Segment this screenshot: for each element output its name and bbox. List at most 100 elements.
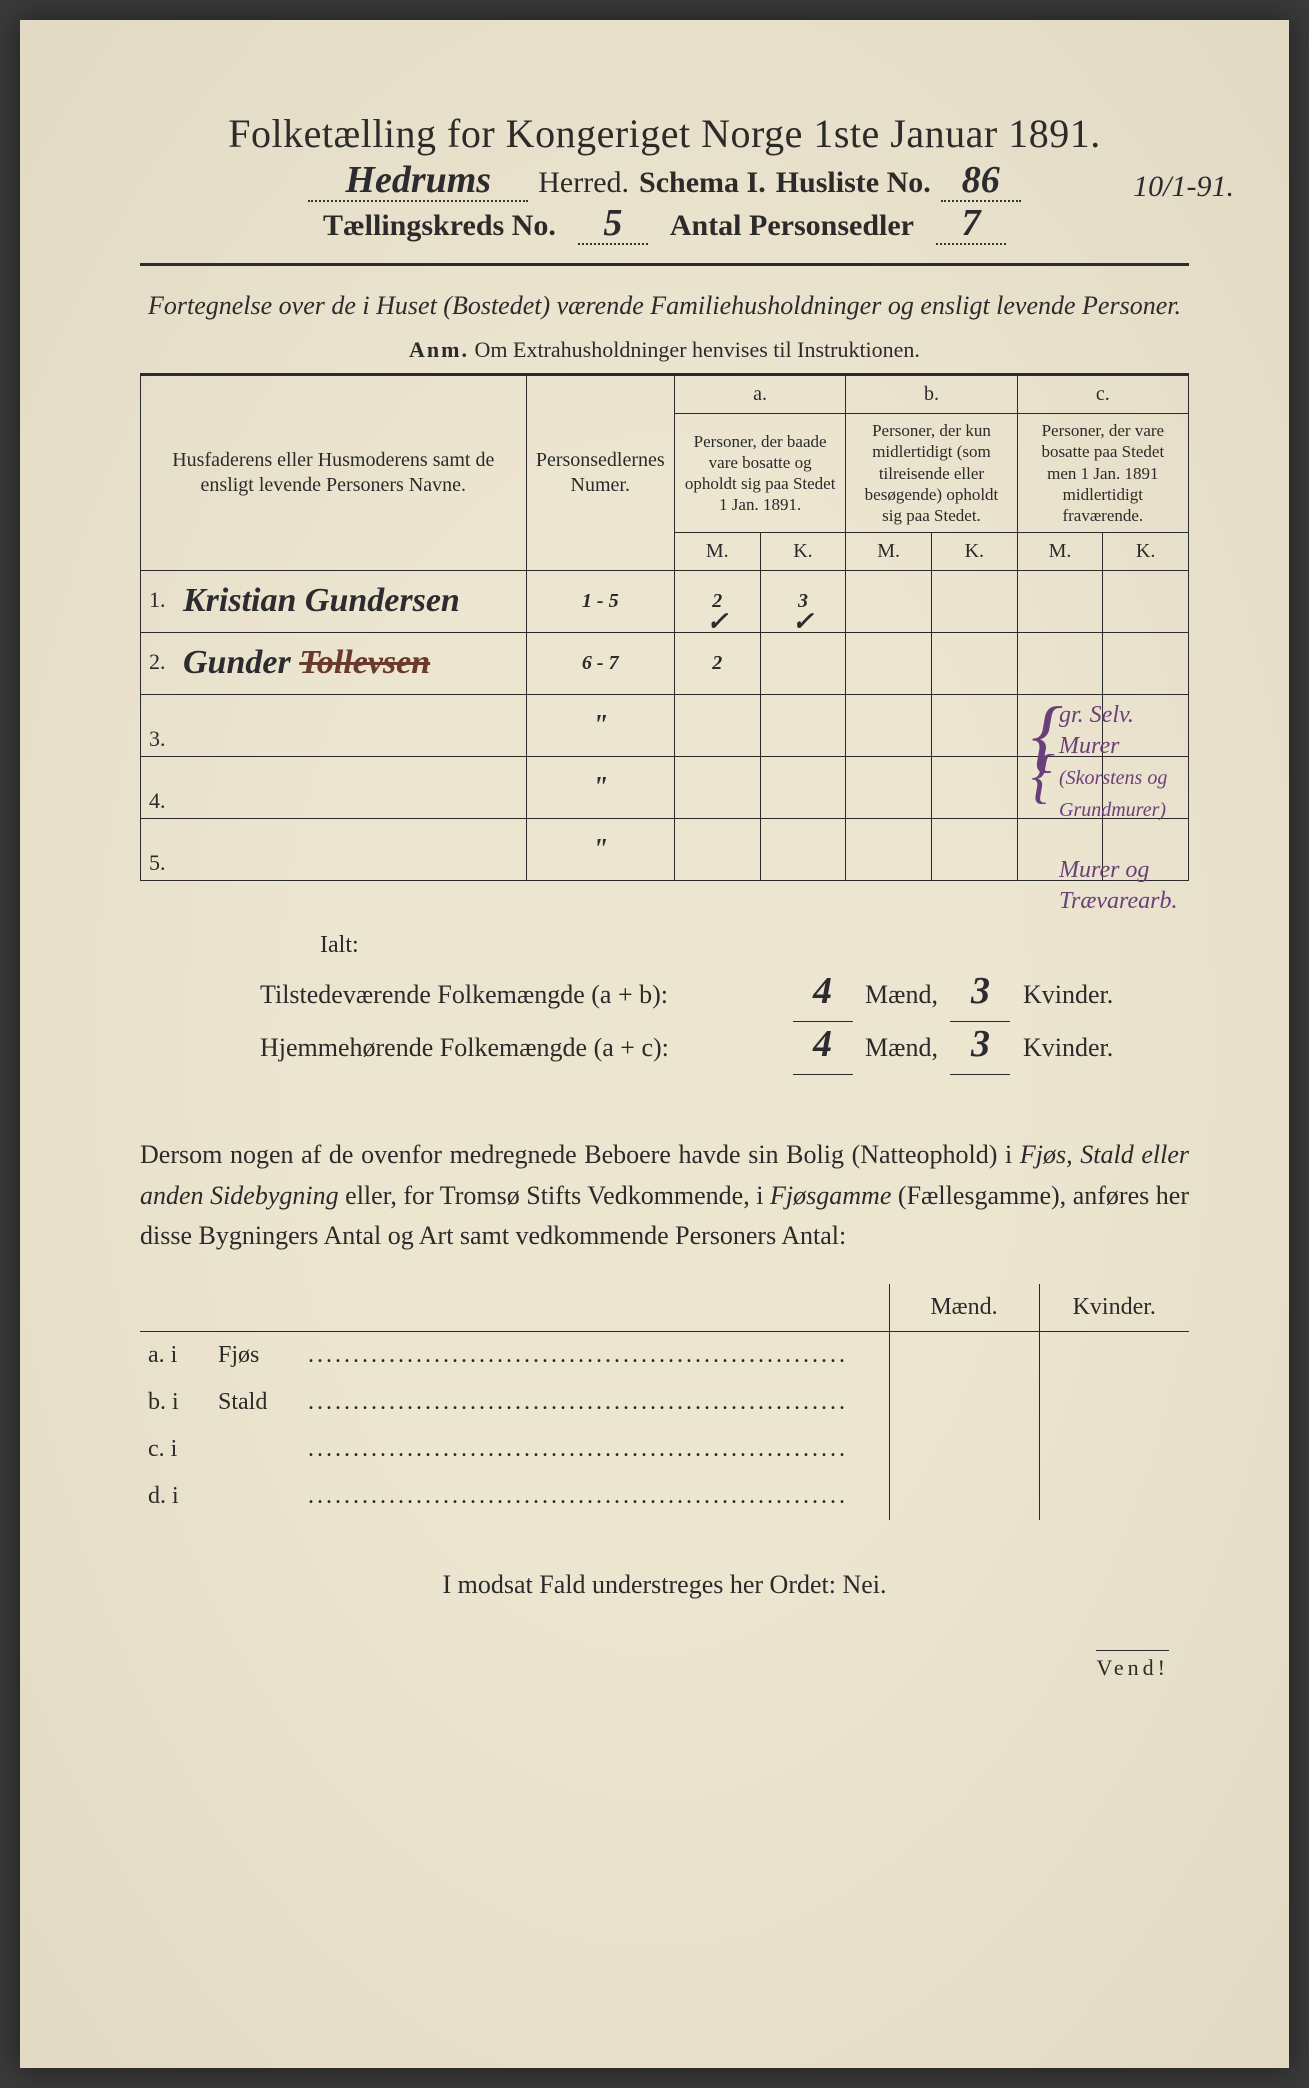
lower-row-k (1039, 1379, 1189, 1426)
anm-label: Anm. (409, 337, 469, 362)
herred-label: Herred. (538, 166, 629, 200)
ialt-2-m: 4 (813, 1023, 832, 1065)
lower-row-label: a. iFjøs................................… (140, 1332, 889, 1380)
row-name-cell: 5. (141, 819, 527, 881)
lower-row-label: d. i....................................… (140, 1473, 889, 1520)
husliste-value: 86 (962, 159, 1000, 201)
col-c-text: Personer, der vare bosatte paa Stedet me… (1017, 414, 1188, 533)
lower-blank-head (140, 1284, 889, 1332)
margin-notes: { gr. Selv. Murer { (Skorstens og Grundm… (1059, 700, 1239, 917)
row-a_m-cell (674, 695, 760, 757)
row-a_k-cell (760, 695, 846, 757)
row-name-cell: 2.Gunder Tollevsen (141, 633, 527, 695)
anm-text: Om Extrahusholdninger henvises til Instr… (475, 337, 920, 362)
lower-row: d. i....................................… (140, 1473, 1189, 1520)
row-b_k-cell (931, 633, 1017, 695)
row-b_m-cell (846, 571, 932, 633)
nei-line: I modsat Fald understreges her Ordet: Ne… (140, 1570, 1189, 1600)
col-b-m: M. (846, 533, 932, 571)
row-b_m-cell (846, 695, 932, 757)
row-c_k-cell (1103, 571, 1189, 633)
antal-label: Antal Personsedler (670, 209, 914, 243)
row-b_k-cell (931, 757, 1017, 819)
lower-row-m (889, 1332, 1039, 1380)
ialt-1-k: 3 (971, 970, 990, 1012)
row-a_k-cell (760, 819, 846, 881)
lower-row-m (889, 1473, 1039, 1520)
lower-row-k (1039, 1473, 1189, 1520)
row-c_m-cell (1017, 571, 1103, 633)
ialt-1-m: 4 (813, 970, 832, 1012)
row-a_k-cell: ✓ (760, 633, 846, 695)
col-c-m: M. (1017, 533, 1103, 571)
row-b_k-cell (931, 571, 1017, 633)
margin-note-3: (Skorstens og Grundmurer) (1059, 767, 1167, 820)
header-row-2: Tællingskreds No. 5 Antal Personsedler 7 (140, 208, 1189, 245)
col-b-label: b. (846, 375, 1017, 414)
lower-row-m (889, 1426, 1039, 1473)
husliste-field: 86 (941, 165, 1021, 202)
kreds-value: 5 (603, 202, 622, 244)
row-b_m-cell (846, 633, 932, 695)
margin-note-2: Murer (1059, 731, 1239, 762)
antal-value: 7 (961, 202, 980, 244)
subtitle: Fortegnelse over de i Huset (Bostedet) v… (140, 288, 1189, 323)
table-row: 2.Gunder Tollevsen6 - 72✓✓ (141, 633, 1189, 695)
col-c-label: c. (1017, 375, 1188, 414)
anm-line: Anm. Om Extrahusholdninger henvises til … (140, 337, 1189, 363)
row-numer-cell: 6 - 7 (526, 633, 674, 695)
husliste-label: Husliste No. (776, 166, 931, 200)
ialt-line-1: Tilstedeværende Folkemængde (a + b): 4 M… (260, 969, 1189, 1022)
row-a_k-cell (760, 757, 846, 819)
row-numer-cell: " (526, 819, 674, 881)
lower-head-m: Mænd. (889, 1284, 1039, 1332)
col-a-m: M. (674, 533, 760, 571)
table-row: 5." (141, 819, 1189, 881)
row-a_m-cell: 2✓ (674, 633, 760, 695)
row-numer-cell: " (526, 757, 674, 819)
col-numer: Personsedlernes Numer. (526, 375, 674, 571)
schema-label: Schema I. (639, 166, 766, 200)
row-numer-cell: 1 - 5 (526, 571, 674, 633)
margin-note-1: gr. Selv. (1059, 700, 1239, 731)
lower-row-k (1039, 1332, 1189, 1380)
ialt-2-k: 3 (971, 1023, 990, 1065)
row-a_m-cell (674, 757, 760, 819)
herred-value: Hedrums (345, 159, 491, 201)
row-c_m-cell (1017, 633, 1103, 695)
lower-table: Mænd. Kvinder. a. iFjøs.................… (140, 1284, 1189, 1520)
row-name-cell: 1.Kristian Gundersen (141, 571, 527, 633)
row-b_m-cell (846, 757, 932, 819)
row-name-cell: 3. (141, 695, 527, 757)
lower-paragraph: Dersom nogen af de ovenfor medregnede Be… (140, 1135, 1189, 1256)
table-row: 1.Kristian Gundersen1 - 523 (141, 571, 1189, 633)
antal-field: 7 (936, 208, 1006, 245)
lower-row: a. iFjøs................................… (140, 1332, 1189, 1380)
margin-note-5: Trævarearb. (1059, 886, 1239, 917)
row-numer-cell: " (526, 695, 674, 757)
herred-field: Hedrums (308, 165, 528, 202)
lower-row-label: b. iStald...............................… (140, 1379, 889, 1426)
lower-row-k (1039, 1426, 1189, 1473)
row-a_m-cell (674, 819, 760, 881)
row-b_k-cell (931, 695, 1017, 757)
lower-row: b. iStald...............................… (140, 1379, 1189, 1426)
col-names: Husfaderens eller Husmoderens samt de en… (141, 375, 527, 571)
col-a-label: a. (674, 375, 845, 414)
lower-row: c. i....................................… (140, 1426, 1189, 1473)
header-row-1: Hedrums Herred. Schema I. Husliste No. 8… (140, 165, 1189, 202)
row-b_m-cell (846, 819, 932, 881)
census-form-page: Folketælling for Kongeriget Norge 1ste J… (20, 20, 1289, 2068)
page-title: Folketælling for Kongeriget Norge 1ste J… (140, 110, 1189, 157)
brace-icon-2: { (1031, 752, 1055, 800)
col-a-k: K. (760, 533, 846, 571)
ialt-block: Ialt: Tilstedeværende Folkemængde (a + b… (260, 921, 1189, 1075)
col-c-k: K. (1103, 533, 1189, 571)
row-b_k-cell (931, 819, 1017, 881)
col-a-text: Personer, der baade vare bosatte og opho… (674, 414, 845, 533)
kreds-label: Tællingskreds No. (323, 209, 556, 243)
ialt-line-2: Hjemmehørende Folkemængde (a + c): 4 Mæn… (260, 1022, 1189, 1075)
col-b-k: K. (931, 533, 1017, 571)
lower-row-label: c. i....................................… (140, 1426, 889, 1473)
margin-date: 10/1-91. (1133, 170, 1234, 204)
